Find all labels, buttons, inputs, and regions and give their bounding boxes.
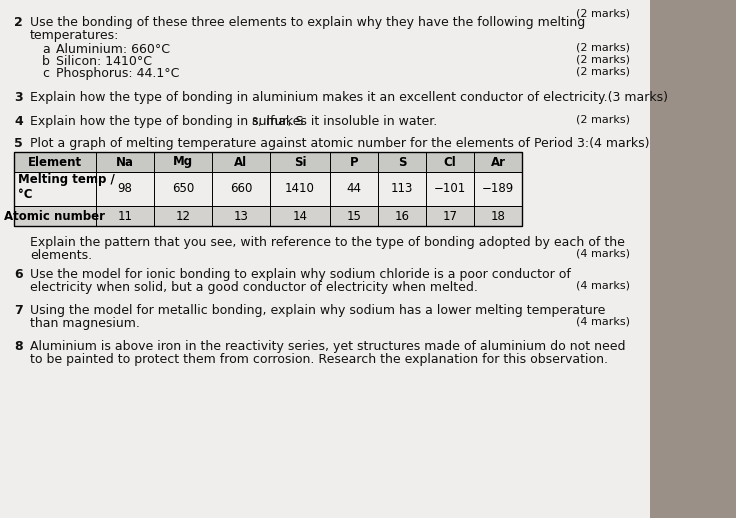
Text: 11: 11: [118, 209, 132, 223]
Text: Atomic number: Atomic number: [4, 209, 105, 223]
Text: b: b: [42, 55, 50, 68]
Text: than magnesium.: than magnesium.: [30, 317, 140, 330]
Text: (2 marks): (2 marks): [576, 8, 630, 18]
Text: Plot a graph of melting temperature against atomic number for the elements of Pe: Plot a graph of melting temperature agai…: [30, 137, 649, 150]
Text: Explain how the type of bonding in aluminium makes it an excellent conductor of : Explain how the type of bonding in alumi…: [30, 91, 668, 104]
Text: 1410: 1410: [285, 182, 315, 195]
Text: −189: −189: [482, 182, 514, 195]
Text: 18: 18: [491, 209, 506, 223]
Text: , makes it insoluble in water.: , makes it insoluble in water.: [258, 115, 437, 128]
Text: 14: 14: [292, 209, 308, 223]
Text: electricity when solid, but a good conductor of electricity when melted.: electricity when solid, but a good condu…: [30, 281, 478, 294]
Text: Silicon: 1410°C: Silicon: 1410°C: [56, 55, 152, 68]
Bar: [14, 152, 522, 172]
Text: Use the bonding of these three elements to explain why they have the following m: Use the bonding of these three elements …: [30, 16, 585, 29]
Text: Melting temp /: Melting temp /: [18, 174, 115, 186]
Text: 13: 13: [233, 209, 249, 223]
Text: Explain how the type of bonding in sulfur, S: Explain how the type of bonding in sulfu…: [30, 115, 303, 128]
Text: (4 marks): (4 marks): [576, 249, 630, 259]
Text: Aluminium: 660°C: Aluminium: 660°C: [56, 43, 170, 56]
Bar: [0, 0, 660, 518]
Text: temperatures:: temperatures:: [30, 29, 119, 42]
Text: 15: 15: [347, 209, 361, 223]
Bar: [14, 172, 522, 206]
Text: 7: 7: [14, 304, 23, 317]
Text: a: a: [42, 43, 50, 56]
Text: Use the model for ionic bonding to explain why sodium chloride is a poor conduct: Use the model for ionic bonding to expla…: [30, 268, 571, 281]
Text: 6: 6: [14, 268, 23, 281]
Text: 8: 8: [251, 117, 257, 127]
Text: 2: 2: [14, 16, 23, 29]
Text: Aluminium is above iron in the reactivity series, yet structures made of alumini: Aluminium is above iron in the reactivit…: [30, 340, 626, 353]
Text: elements.: elements.: [30, 249, 92, 262]
Text: 3: 3: [14, 91, 23, 104]
Text: Phosphorus: 44.1°C: Phosphorus: 44.1°C: [56, 67, 180, 80]
Text: to be painted to protect them from corrosion. Research the explanation for this : to be painted to protect them from corro…: [30, 353, 608, 366]
Text: (4 marks): (4 marks): [576, 281, 630, 291]
Text: (2 marks): (2 marks): [576, 67, 630, 77]
Text: (2 marks): (2 marks): [576, 43, 630, 53]
Text: (4 marks): (4 marks): [576, 317, 630, 327]
Text: Na: Na: [116, 155, 134, 168]
Text: 5: 5: [14, 137, 23, 150]
Text: 650: 650: [172, 182, 194, 195]
Text: S: S: [397, 155, 406, 168]
Text: P: P: [350, 155, 358, 168]
Text: 113: 113: [391, 182, 413, 195]
Text: 8: 8: [14, 340, 23, 353]
Bar: [14, 206, 522, 226]
Text: 12: 12: [175, 209, 191, 223]
Text: 17: 17: [442, 209, 458, 223]
Text: 660: 660: [230, 182, 252, 195]
Text: Mg: Mg: [173, 155, 193, 168]
Bar: [650, 0, 736, 518]
Text: 44: 44: [347, 182, 361, 195]
Bar: [14, 152, 522, 226]
Text: °C: °C: [18, 188, 32, 200]
Text: 16: 16: [394, 209, 409, 223]
Text: Al: Al: [235, 155, 247, 168]
Text: −101: −101: [434, 182, 466, 195]
Text: c: c: [42, 67, 49, 80]
Text: Ar: Ar: [490, 155, 506, 168]
Text: Using the model for metallic bonding, explain why sodium has a lower melting tem: Using the model for metallic bonding, ex…: [30, 304, 606, 317]
Text: Element: Element: [28, 155, 82, 168]
Text: (2 marks): (2 marks): [576, 55, 630, 65]
Text: Explain the pattern that you see, with reference to the type of bonding adopted : Explain the pattern that you see, with r…: [30, 236, 625, 249]
Text: (2 marks): (2 marks): [576, 115, 630, 125]
Text: 4: 4: [14, 115, 23, 128]
Text: 98: 98: [118, 182, 132, 195]
Text: Cl: Cl: [444, 155, 456, 168]
Text: Si: Si: [294, 155, 306, 168]
